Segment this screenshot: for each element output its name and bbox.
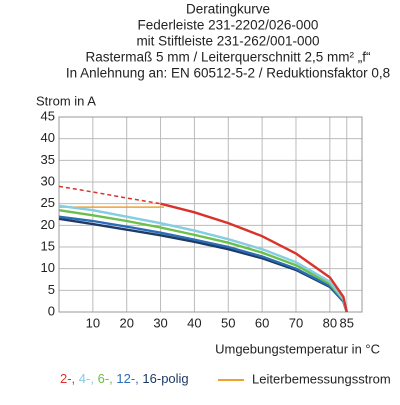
x-tick-label: 40 bbox=[187, 315, 201, 330]
line bbox=[58, 185, 161, 205]
line bbox=[58, 215, 348, 313]
x-axis-label: Umgebungstemperatur in °C bbox=[215, 341, 380, 356]
chart-title: In Anlehnung an: EN 60512-5-2 / Reduktio… bbox=[66, 66, 390, 81]
x-tick-label: 30 bbox=[153, 315, 167, 330]
legend-entry: 16-polig bbox=[142, 371, 188, 386]
y-tick-label: 30 bbox=[41, 173, 55, 188]
x-tick-label: 70 bbox=[289, 315, 303, 330]
legend-entry: 4-, bbox=[79, 371, 98, 386]
x-tick-label: 85 bbox=[340, 315, 354, 330]
chart-title: Rastermaß 5 mm / Leiterquerschnitt 2,5 m… bbox=[85, 50, 370, 65]
chart-title: mit Stiftleiste 231-262/001-000 bbox=[136, 34, 319, 49]
line bbox=[58, 204, 348, 313]
y-tick-label: 35 bbox=[41, 152, 55, 167]
x-tick-label: 10 bbox=[86, 315, 100, 330]
legend-entry: 2-, bbox=[60, 371, 79, 386]
legend: 2-, 4-, 6-, 12-, 16-polig bbox=[60, 371, 189, 386]
y-tick-label: 0 bbox=[48, 303, 55, 318]
legend-entry: Leiterbemessungsstrom bbox=[252, 371, 391, 386]
y-axis-label: Strom in A bbox=[36, 93, 96, 108]
x-tick-label: 20 bbox=[119, 315, 133, 330]
y-tick-label: 15 bbox=[41, 238, 55, 253]
chart-title: Federleiste 231-2202/026-000 bbox=[138, 18, 319, 33]
line bbox=[160, 202, 348, 313]
legend-entry: 6-, bbox=[98, 371, 117, 386]
y-tick-label: 25 bbox=[41, 195, 55, 210]
y-tick-label: 10 bbox=[41, 260, 55, 275]
y-tick-label: 45 bbox=[41, 108, 55, 123]
x-tick-label: 50 bbox=[221, 315, 235, 330]
legend-entry: 12-, bbox=[116, 371, 142, 386]
x-tick-label: 60 bbox=[255, 315, 269, 330]
chart-title: Deratingkurve bbox=[186, 2, 270, 17]
x-tick-label: 80 bbox=[323, 315, 337, 330]
plot-frame bbox=[58, 116, 363, 313]
y-tick-label: 20 bbox=[41, 217, 55, 232]
y-tick-label: 40 bbox=[41, 130, 55, 145]
y-tick-label: 5 bbox=[48, 282, 55, 297]
